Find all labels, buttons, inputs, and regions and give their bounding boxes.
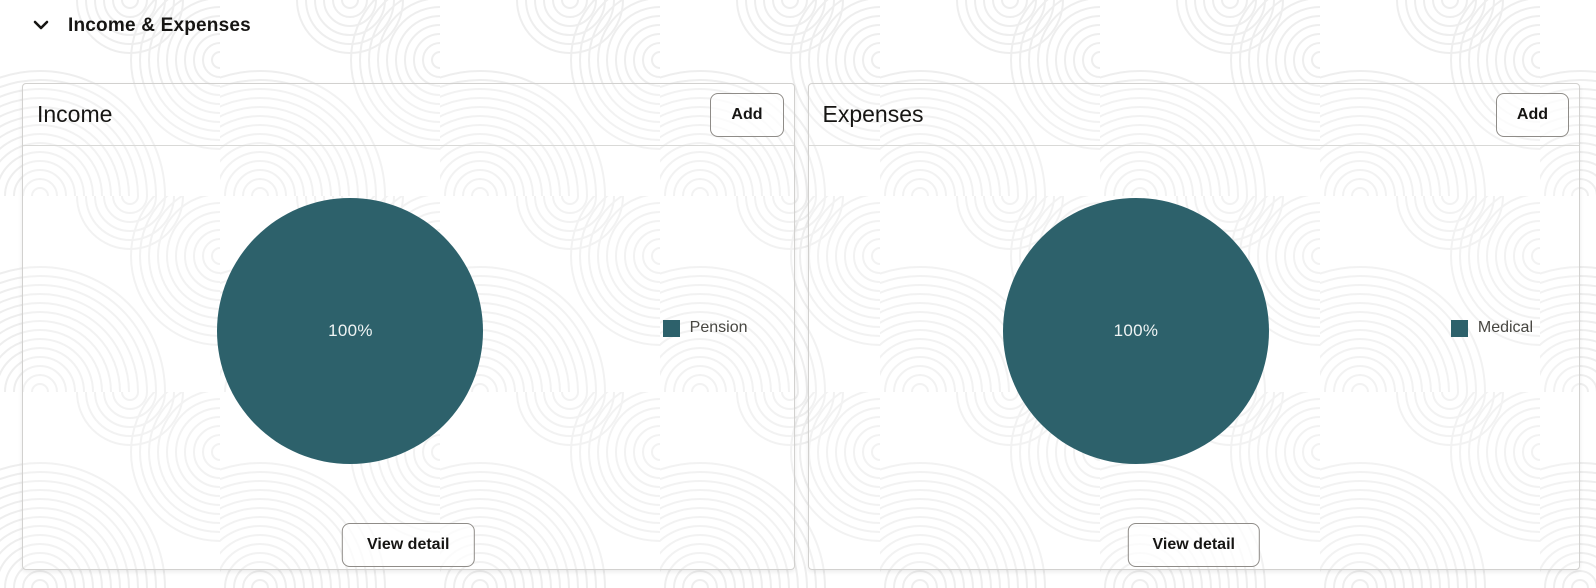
- income-legend-label: Pension: [689, 319, 748, 336]
- expenses-view-detail-button[interactable]: View detail: [1127, 523, 1260, 567]
- income-card-header: Income Add: [23, 84, 794, 146]
- cards-row: Income Add 100% Pension View detail: [22, 83, 1580, 570]
- expenses-card-title: Expenses: [822, 101, 924, 127]
- legend-swatch-icon: [1450, 319, 1468, 337]
- expenses-legend-label: Medical: [1477, 319, 1533, 336]
- section-collapse-button[interactable]: [30, 15, 52, 37]
- income-pie-percent-label: 100%: [328, 321, 373, 340]
- expenses-pie-chart[interactable]: 100%: [1002, 198, 1269, 464]
- income-legend-item-pension[interactable]: Pension: [662, 319, 748, 337]
- expenses-card-header: Expenses Add: [808, 84, 1579, 146]
- expenses-chart-area: 100% Medical View detail: [809, 146, 1580, 569]
- income-view-detail-button[interactable]: View detail: [342, 523, 475, 567]
- income-add-button[interactable]: Add: [710, 92, 784, 137]
- section-header: Income & Expenses: [0, 0, 1596, 38]
- income-pie-chart[interactable]: 100%: [217, 198, 484, 464]
- expenses-pie-percent-label: 100%: [1113, 321, 1159, 340]
- expenses-add-button[interactable]: Add: [1495, 92, 1569, 137]
- legend-swatch-icon: [662, 319, 680, 337]
- section-title: Income & Expenses: [68, 15, 251, 36]
- income-card-title: Income: [37, 101, 113, 127]
- expenses-legend-item-medical[interactable]: Medical: [1450, 319, 1533, 337]
- expenses-card: Expenses Add 100% Medical View detail: [807, 83, 1580, 570]
- income-chart-area: 100% Pension View detail: [23, 146, 794, 569]
- chevron-down-icon: [31, 15, 51, 38]
- income-card: Income Add 100% Pension View detail: [22, 83, 795, 570]
